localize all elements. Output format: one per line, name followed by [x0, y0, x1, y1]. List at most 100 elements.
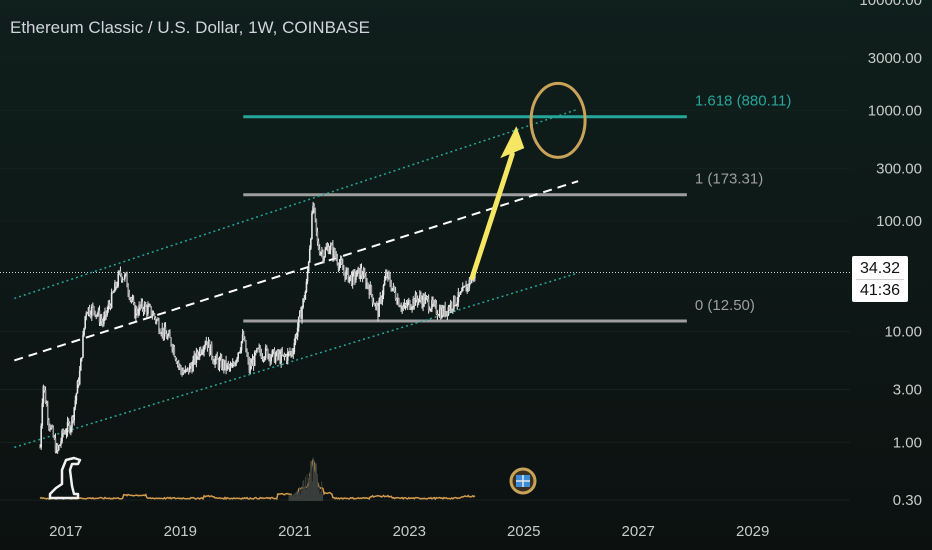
candle-body	[208, 340, 211, 356]
candle-body	[292, 352, 295, 355]
candle-body	[283, 354, 286, 357]
candle-body	[445, 311, 448, 316]
x-tick-label: 2025	[507, 523, 540, 540]
candle-body	[67, 421, 70, 424]
candle-body	[197, 355, 200, 358]
candle-body	[77, 381, 80, 385]
icons	[48, 456, 537, 500]
candle-body	[279, 353, 281, 363]
candle-body	[373, 303, 376, 307]
candle-body	[359, 268, 362, 279]
candle-body	[458, 292, 461, 295]
candle-body	[357, 268, 359, 271]
candle-body	[249, 363, 252, 371]
candle-body	[347, 268, 350, 282]
candle-body	[346, 268, 348, 271]
candle-body	[386, 273, 388, 277]
candle-body	[199, 348, 202, 354]
candle-body	[421, 299, 423, 307]
candle-body	[86, 312, 89, 315]
candle-body	[348, 276, 351, 282]
candle-body	[104, 311, 106, 317]
candle-body	[340, 260, 343, 264]
candle-body	[116, 285, 118, 287]
candle-body	[125, 273, 127, 275]
candle-body	[311, 212, 313, 239]
candle-body	[394, 291, 397, 300]
candle-body	[97, 310, 100, 315]
candle-body	[162, 327, 165, 337]
candle-body	[337, 263, 340, 268]
y-tick-label: 10.00	[884, 324, 922, 341]
y-tick-label: 1000.00	[868, 103, 922, 120]
candle-body	[400, 307, 402, 310]
candle-body	[282, 354, 285, 356]
candle-body	[141, 301, 144, 309]
candle-body	[352, 272, 355, 274]
candle-body	[91, 306, 93, 317]
candle-body	[85, 312, 88, 317]
candle-body	[368, 287, 370, 295]
candle-body	[399, 306, 401, 308]
candle-body	[242, 334, 245, 340]
candle-body	[52, 427, 55, 438]
candle-body	[285, 355, 288, 361]
candle-body	[398, 298, 400, 307]
candle-body	[323, 256, 325, 261]
candle-body	[411, 307, 413, 309]
candle-body	[139, 305, 142, 308]
candle-body	[231, 363, 234, 368]
candle-body	[120, 274, 123, 281]
y-tick-label: 0.30	[893, 492, 922, 509]
candle-body	[257, 348, 259, 350]
candle-body	[221, 360, 224, 369]
candle-body	[64, 432, 67, 435]
candle-body	[185, 369, 188, 371]
chart-title: Ethereum Classic / U.S. Dollar, 1W, COIN…	[10, 18, 370, 37]
candle-body	[291, 352, 293, 355]
candle-body	[234, 364, 236, 366]
candle-body	[328, 249, 331, 254]
candle-body	[179, 365, 181, 367]
candle-body	[435, 303, 438, 314]
candle-body	[46, 405, 49, 421]
candle-body	[345, 270, 347, 279]
candle-body	[415, 294, 418, 300]
candle-body	[366, 282, 368, 287]
channel-mid-line	[14, 180, 579, 362]
candle-body	[74, 400, 77, 408]
candle-body	[360, 268, 363, 276]
candle-body	[51, 426, 53, 428]
candle-body	[194, 355, 197, 363]
candle-body	[232, 363, 235, 365]
candle-body	[43, 386, 46, 391]
candle-body	[438, 309, 441, 316]
candle-body	[393, 286, 396, 292]
candle-body	[94, 311, 96, 317]
candle-body	[223, 360, 225, 369]
candle-body	[180, 366, 182, 371]
candle-body	[322, 251, 324, 261]
candle-body	[190, 364, 192, 367]
candle-body	[96, 314, 99, 316]
candle-body	[212, 357, 214, 362]
candle-body	[424, 296, 427, 304]
candle-body	[273, 349, 276, 363]
candle-body	[124, 274, 126, 279]
candle-body	[305, 281, 308, 292]
candle-body	[103, 316, 105, 324]
candle-body	[75, 393, 78, 401]
candle-body	[369, 285, 372, 295]
candle-body	[215, 355, 217, 360]
candle-body	[66, 421, 69, 433]
candle-body	[245, 340, 247, 352]
candle-body	[142, 308, 145, 312]
candle-body	[376, 304, 378, 306]
x-tick-label: 2019	[164, 523, 197, 540]
candle-body	[468, 279, 471, 288]
candle-body	[319, 252, 322, 255]
candle-body	[315, 218, 318, 232]
candle-body	[367, 282, 369, 288]
target-circle	[529, 81, 587, 159]
